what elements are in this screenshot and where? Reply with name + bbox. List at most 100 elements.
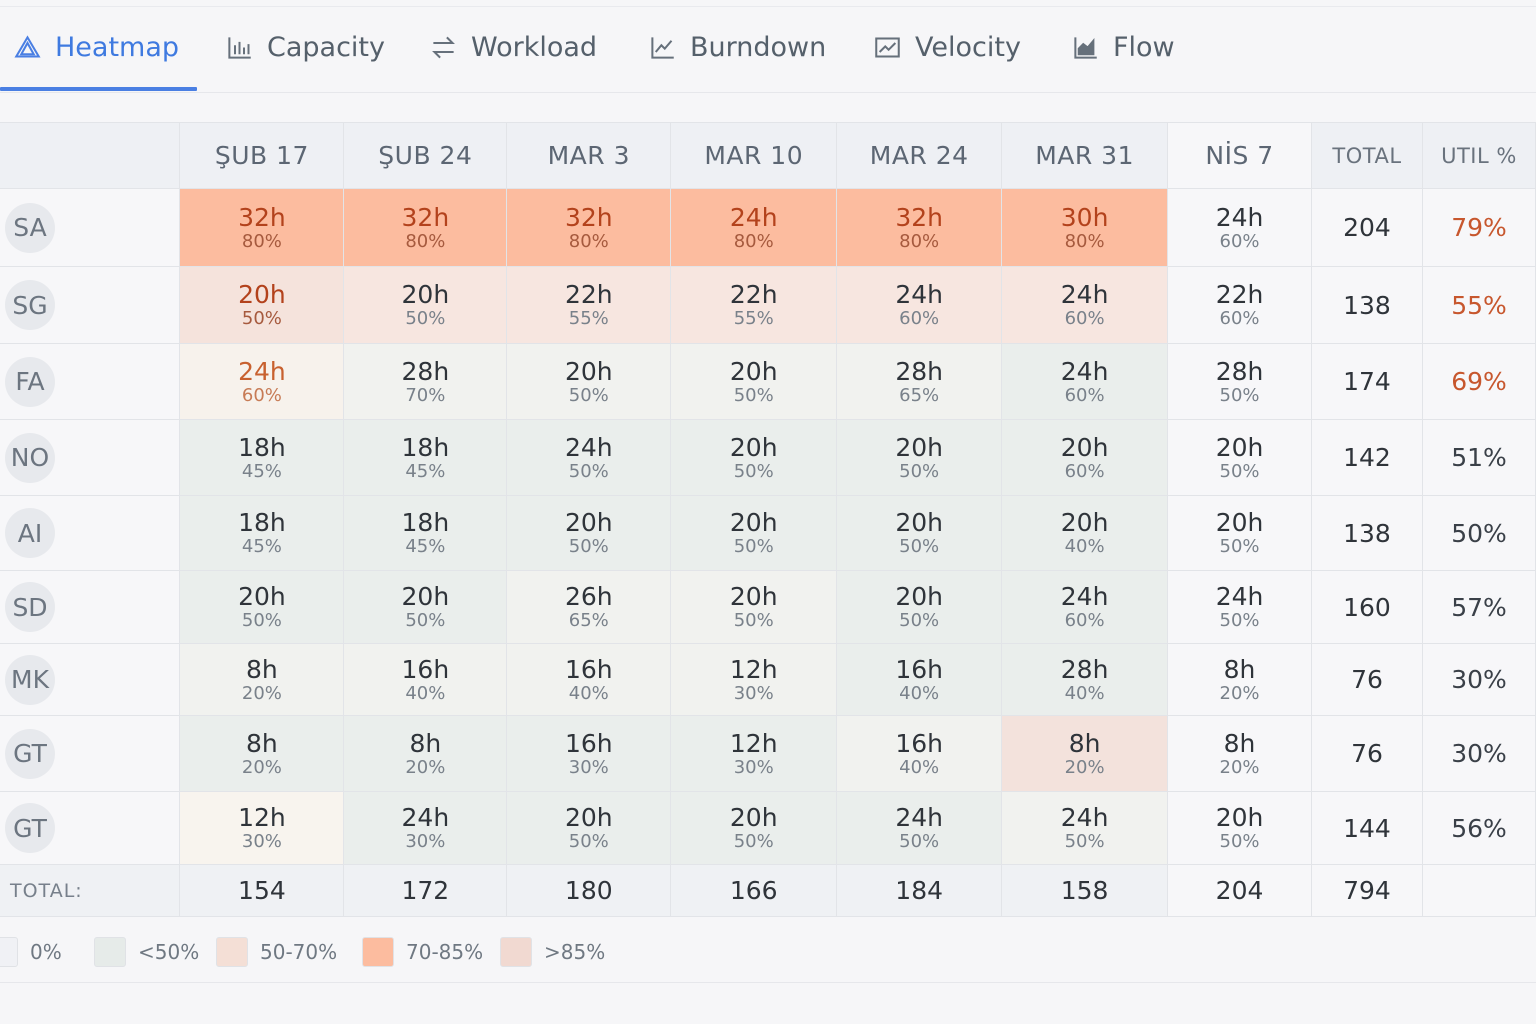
- heatmap-cell[interactable]: 24h 50%: [506, 419, 672, 496]
- heatmap-cell[interactable]: 20h 50%: [506, 791, 672, 865]
- tab-heatmap[interactable]: Heatmap: [14, 25, 179, 69]
- heatmap-cell[interactable]: 16h 40%: [343, 643, 508, 716]
- tab-burndown[interactable]: Burndown: [649, 25, 826, 69]
- avatar[interactable]: GT: [5, 803, 55, 853]
- heatmap-cell[interactable]: 24h 60%: [1001, 266, 1169, 344]
- heatmap-cell[interactable]: 12h 30%: [670, 643, 838, 716]
- heatmap-cell[interactable]: 30h 80%: [1001, 188, 1169, 267]
- heatmap-cell[interactable]: 20h 50%: [506, 495, 672, 571]
- heatmap-cell[interactable]: 8h 20%: [1001, 715, 1169, 792]
- heatmap-cell[interactable]: 18h 45%: [343, 419, 508, 496]
- column-header[interactable]: MAR 24: [836, 122, 1003, 189]
- heatmap-cell[interactable]: 18h 45%: [343, 495, 508, 571]
- heatmap-cell[interactable]: 20h 50%: [506, 343, 672, 420]
- heatmap-cell[interactable]: 20h 50%: [670, 570, 838, 644]
- heatmap-cell[interactable]: 16h 30%: [506, 715, 672, 792]
- cell-percent: 30%: [733, 756, 774, 778]
- heatmap-cell[interactable]: 24h 50%: [1001, 791, 1169, 865]
- heatmap-cell[interactable]: 22h 55%: [506, 266, 672, 344]
- cell-percent: 50%: [1219, 610, 1260, 631]
- avatar[interactable]: SA: [5, 202, 55, 253]
- tab-capacity[interactable]: Capacity: [226, 25, 385, 69]
- cell-percent: 60%: [1064, 460, 1105, 482]
- heatmap-cell[interactable]: 8h 20%: [343, 715, 508, 792]
- heatmap-cell[interactable]: 28h 65%: [836, 343, 1003, 420]
- tab-workload[interactable]: Workload: [430, 25, 597, 69]
- column-header[interactable]: ŞUB 17: [179, 122, 345, 189]
- heatmap-cell[interactable]: 16h 40%: [836, 643, 1003, 716]
- heatmap-cell[interactable]: 24h 60%: [836, 266, 1003, 344]
- heatmap-cell[interactable]: 20h 50%: [836, 570, 1003, 644]
- heatmap-cell[interactable]: 26h 65%: [506, 570, 672, 644]
- cell-percent: 40%: [568, 682, 609, 704]
- cell-percent: 50%: [1219, 831, 1260, 852]
- cell-percent: 80%: [405, 230, 446, 252]
- avatar[interactable]: AI: [5, 508, 55, 558]
- heatmap-cell[interactable]: 16h 40%: [506, 643, 672, 716]
- heatmap-cell[interactable]: 32h 80%: [506, 188, 672, 267]
- avatar[interactable]: SD: [5, 582, 55, 632]
- heatmap-cell[interactable]: 16h 40%: [836, 715, 1003, 792]
- heatmap-cell[interactable]: 24h 80%: [670, 188, 838, 267]
- avatar[interactable]: SG: [5, 280, 55, 330]
- heatmap-cell[interactable]: 24h 60%: [1167, 188, 1312, 267]
- column-header[interactable]: MAR 10: [670, 122, 838, 189]
- heatmap-cell[interactable]: 28h 40%: [1001, 643, 1169, 716]
- heatmap-cell[interactable]: 24h 50%: [836, 791, 1003, 865]
- avatar[interactable]: NO: [5, 432, 55, 483]
- heatmap-cell[interactable]: 18h 45%: [179, 419, 345, 496]
- heatmap-cell[interactable]: 24h 60%: [1001, 570, 1169, 644]
- heatmap-cell[interactable]: 8h 20%: [179, 715, 345, 792]
- heatmap-cell[interactable]: 20h 50%: [670, 791, 838, 865]
- heatmap-cell[interactable]: 20h 40%: [1001, 495, 1169, 571]
- heatmap-cell[interactable]: 20h 50%: [836, 419, 1003, 496]
- heatmap-cell[interactable]: 20h 50%: [1167, 419, 1312, 496]
- heatmap-cell[interactable]: 20h 50%: [670, 343, 838, 420]
- heatmap-cell[interactable]: 32h 80%: [343, 188, 508, 267]
- heatmap-cell[interactable]: 20h 50%: [670, 419, 838, 496]
- cell-hours: 20h: [1215, 432, 1264, 462]
- cell-percent: 60%: [1064, 610, 1105, 631]
- heatmap-cell[interactable]: 20h 50%: [670, 495, 838, 571]
- heatmap-cell[interactable]: 20h 50%: [836, 495, 1003, 571]
- heatmap-cell[interactable]: 24h 50%: [1167, 570, 1312, 644]
- heatmap-cell[interactable]: 12h 30%: [670, 715, 838, 792]
- heatmap-cell[interactable]: 32h 80%: [836, 188, 1003, 267]
- column-header[interactable]: ŞUB 24: [343, 122, 508, 189]
- heatmap-cell[interactable]: 8h 20%: [1167, 715, 1312, 792]
- heatmap-cell[interactable]: 28h 70%: [343, 343, 508, 420]
- avatar[interactable]: MK: [5, 654, 55, 705]
- heatmap-cell[interactable]: 8h 20%: [179, 643, 345, 716]
- heatmap-cell[interactable]: 32h 80%: [179, 188, 345, 267]
- column-header[interactable]: NİS 7: [1167, 122, 1312, 189]
- tab-flow[interactable]: Flow: [1072, 25, 1175, 69]
- column-header[interactable]: MAR 31: [1001, 122, 1169, 189]
- heatmap-cell[interactable]: 20h 50%: [179, 570, 345, 644]
- row-total: 138: [1311, 495, 1423, 571]
- heatmap-cell[interactable]: 18h 45%: [179, 495, 345, 571]
- cell-hours: 18h: [401, 432, 450, 462]
- heatmap-cell[interactable]: 8h 20%: [1167, 643, 1312, 716]
- cell-hours: 20h: [564, 508, 613, 537]
- heatmap-cell[interactable]: 22h 60%: [1167, 266, 1312, 344]
- cell-percent: 50%: [241, 610, 282, 631]
- heatmap-cell[interactable]: 24h 60%: [1001, 343, 1169, 420]
- total-column-header[interactable]: TOTAL: [1311, 122, 1423, 189]
- row-total: 138: [1311, 266, 1423, 344]
- tab-velocity[interactable]: Velocity: [874, 25, 1021, 69]
- heatmap-cell[interactable]: 24h 60%: [179, 343, 345, 420]
- heatmap-cell[interactable]: 24h 30%: [343, 791, 508, 865]
- avatar[interactable]: GT: [5, 728, 55, 779]
- heatmap-cell[interactable]: 22h 55%: [670, 266, 838, 344]
- util-column-header[interactable]: UTIL %: [1421, 122, 1536, 189]
- heatmap-cell[interactable]: 20h 50%: [1167, 495, 1312, 571]
- heatmap-cell[interactable]: 20h 50%: [1167, 791, 1312, 865]
- heatmap-cell[interactable]: 20h 50%: [343, 266, 508, 344]
- heatmap-cell[interactable]: 12h 30%: [179, 791, 345, 865]
- column-header[interactable]: MAR 3: [506, 122, 672, 189]
- avatar[interactable]: FA: [5, 356, 55, 407]
- heatmap-cell[interactable]: 28h 50%: [1167, 343, 1312, 420]
- heatmap-cell[interactable]: 20h 60%: [1001, 419, 1169, 496]
- heatmap-cell[interactable]: 20h 50%: [343, 570, 508, 644]
- heatmap-cell[interactable]: 20h 50%: [179, 266, 345, 344]
